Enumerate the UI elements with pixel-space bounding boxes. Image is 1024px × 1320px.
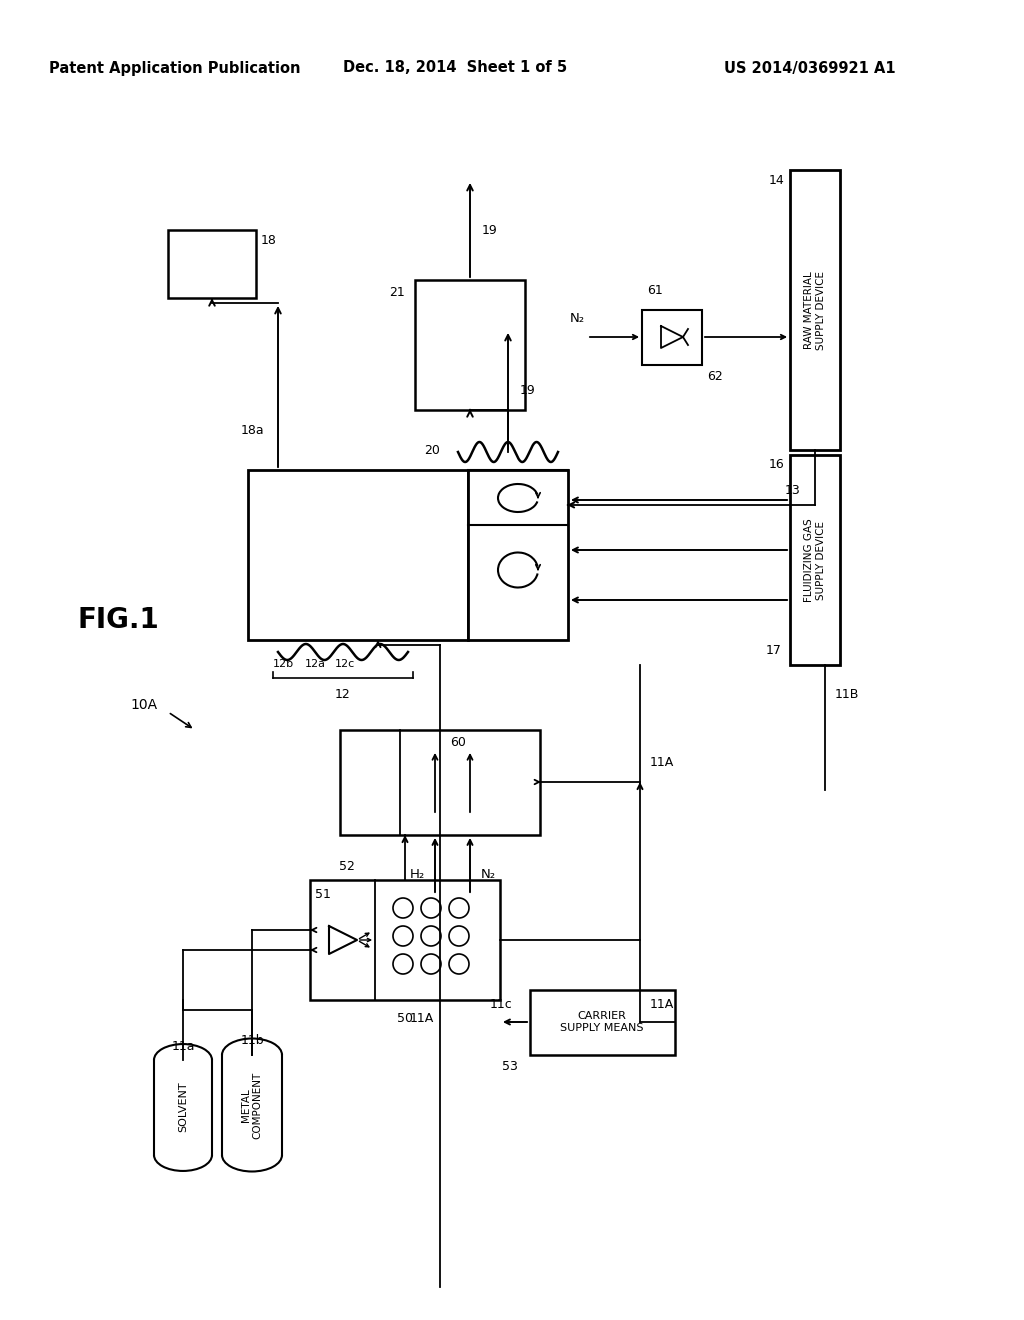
Text: 52: 52	[339, 859, 355, 873]
Bar	[530, 990, 675, 1055]
Bar	[642, 310, 702, 366]
Text: 12b: 12b	[272, 659, 294, 669]
Text: 12c: 12c	[335, 659, 355, 669]
Bar	[154, 1089, 212, 1126]
Text: Patent Application Publication: Patent Application Publication	[49, 61, 301, 75]
Bar	[790, 170, 840, 450]
Text: FLUIDIZING GAS
SUPPLY DEVICE: FLUIDIZING GAS SUPPLY DEVICE	[804, 519, 825, 602]
Bar	[222, 1085, 282, 1125]
Text: RAW MATERIAL
SUPPLY DEVICE: RAW MATERIAL SUPPLY DEVICE	[804, 271, 825, 350]
Text: 17: 17	[766, 644, 782, 656]
Text: 11B: 11B	[835, 689, 859, 701]
Text: Dec. 18, 2014  Sheet 1 of 5: Dec. 18, 2014 Sheet 1 of 5	[343, 61, 567, 75]
Bar	[415, 280, 525, 411]
Text: N₂: N₂	[480, 869, 496, 882]
Text: 13: 13	[784, 483, 800, 496]
Text: 53: 53	[502, 1060, 518, 1073]
Text: 12a: 12a	[304, 659, 326, 669]
Text: 14: 14	[768, 173, 784, 186]
Text: 61: 61	[647, 284, 663, 297]
Text: 11A: 11A	[410, 1011, 434, 1024]
Text: 16: 16	[768, 458, 784, 471]
Text: 50: 50	[397, 1011, 413, 1024]
Text: 20: 20	[424, 444, 440, 457]
Bar	[340, 730, 540, 836]
Text: 19: 19	[482, 223, 498, 236]
Bar	[790, 455, 840, 665]
Text: 11c: 11c	[489, 998, 512, 1011]
Text: CARRIER
SUPPLY MEANS: CARRIER SUPPLY MEANS	[560, 1011, 644, 1032]
Bar	[468, 470, 568, 640]
Text: 11b: 11b	[241, 1035, 264, 1048]
Text: 12: 12	[335, 688, 351, 701]
Text: 62: 62	[707, 371, 723, 384]
Text: METAL
COMPONENT: METAL COMPONENT	[242, 1072, 263, 1139]
Text: 19: 19	[520, 384, 536, 396]
Text: 11a: 11a	[171, 1040, 195, 1052]
Text: FIG.1: FIG.1	[77, 606, 159, 634]
Bar	[248, 470, 468, 640]
Bar	[310, 880, 500, 1001]
Text: H₂: H₂	[410, 869, 425, 882]
Text: 10A: 10A	[131, 698, 158, 711]
Text: 18: 18	[261, 234, 276, 247]
Text: N₂: N₂	[569, 313, 585, 326]
Text: 11A: 11A	[650, 998, 674, 1011]
Text: 21: 21	[389, 285, 406, 298]
Text: SOLVENT: SOLVENT	[178, 1081, 188, 1133]
Bar	[168, 230, 256, 298]
Text: US 2014/0369921 A1: US 2014/0369921 A1	[724, 61, 896, 75]
Text: 60: 60	[450, 735, 466, 748]
Text: 51: 51	[315, 888, 331, 902]
Text: 18a: 18a	[241, 424, 264, 437]
Text: 11A: 11A	[650, 755, 674, 768]
